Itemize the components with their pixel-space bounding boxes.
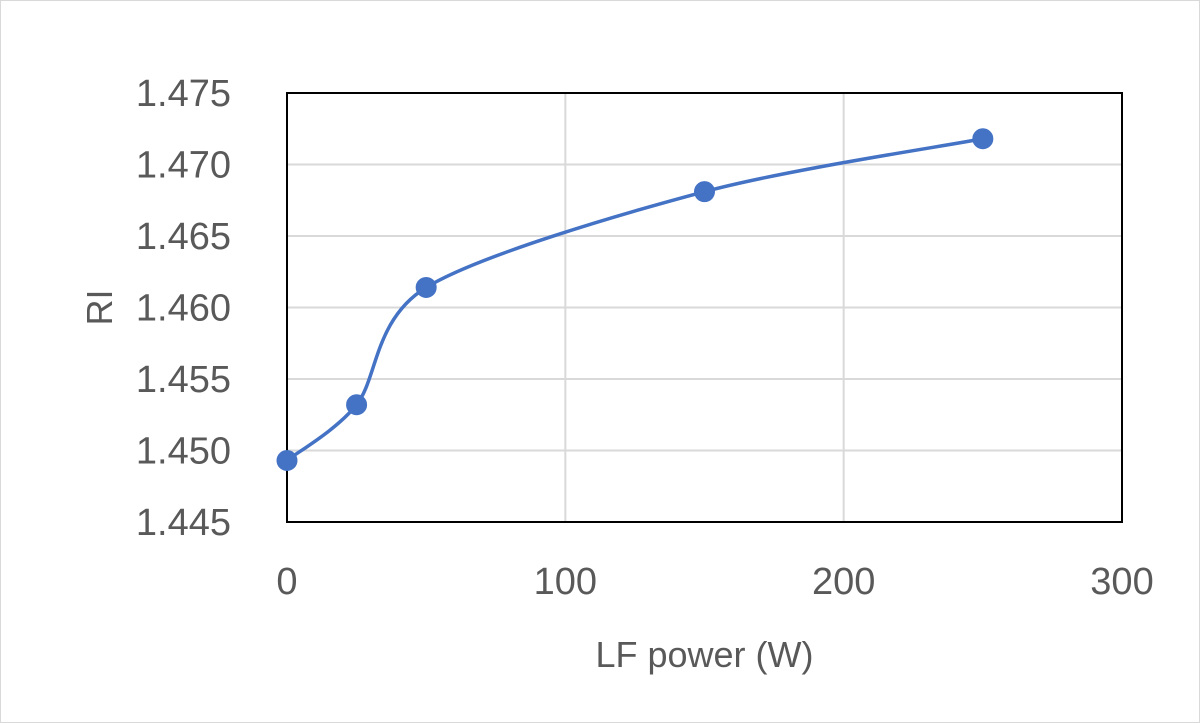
data-point — [972, 128, 994, 150]
data-point — [346, 394, 368, 416]
data-series — [276, 128, 994, 472]
y-tick-label: 1.450 — [136, 431, 231, 473]
y-tick-label: 1.460 — [136, 288, 231, 330]
x-tick-label: 100 — [534, 561, 597, 603]
y-tick-label: 1.465 — [136, 216, 231, 258]
x-tick-label: 300 — [1090, 561, 1153, 603]
x-axis-title: LF power (W) — [595, 634, 813, 675]
y-tick-label: 1.455 — [136, 359, 231, 401]
plot-area — [286, 92, 1123, 523]
data-point — [276, 450, 298, 472]
y-tick-label: 1.475 — [136, 73, 231, 115]
y-tick-labels: 1.445 1.450 1.455 1.460 1.465 1.470 1.475 — [136, 73, 231, 544]
x-tick-label: 0 — [276, 561, 297, 603]
data-point — [694, 181, 715, 203]
y-tick-label: 1.470 — [136, 145, 231, 187]
grid-lines — [286, 92, 1123, 523]
y-tick-label: 1.445 — [136, 502, 231, 544]
x-tick-label: 200 — [812, 561, 875, 603]
series-line — [285, 137, 984, 462]
y-axis-title: RI — [79, 290, 120, 326]
data-point — [415, 276, 437, 298]
x-tick-labels: 0 100 200 300 — [276, 561, 1153, 603]
